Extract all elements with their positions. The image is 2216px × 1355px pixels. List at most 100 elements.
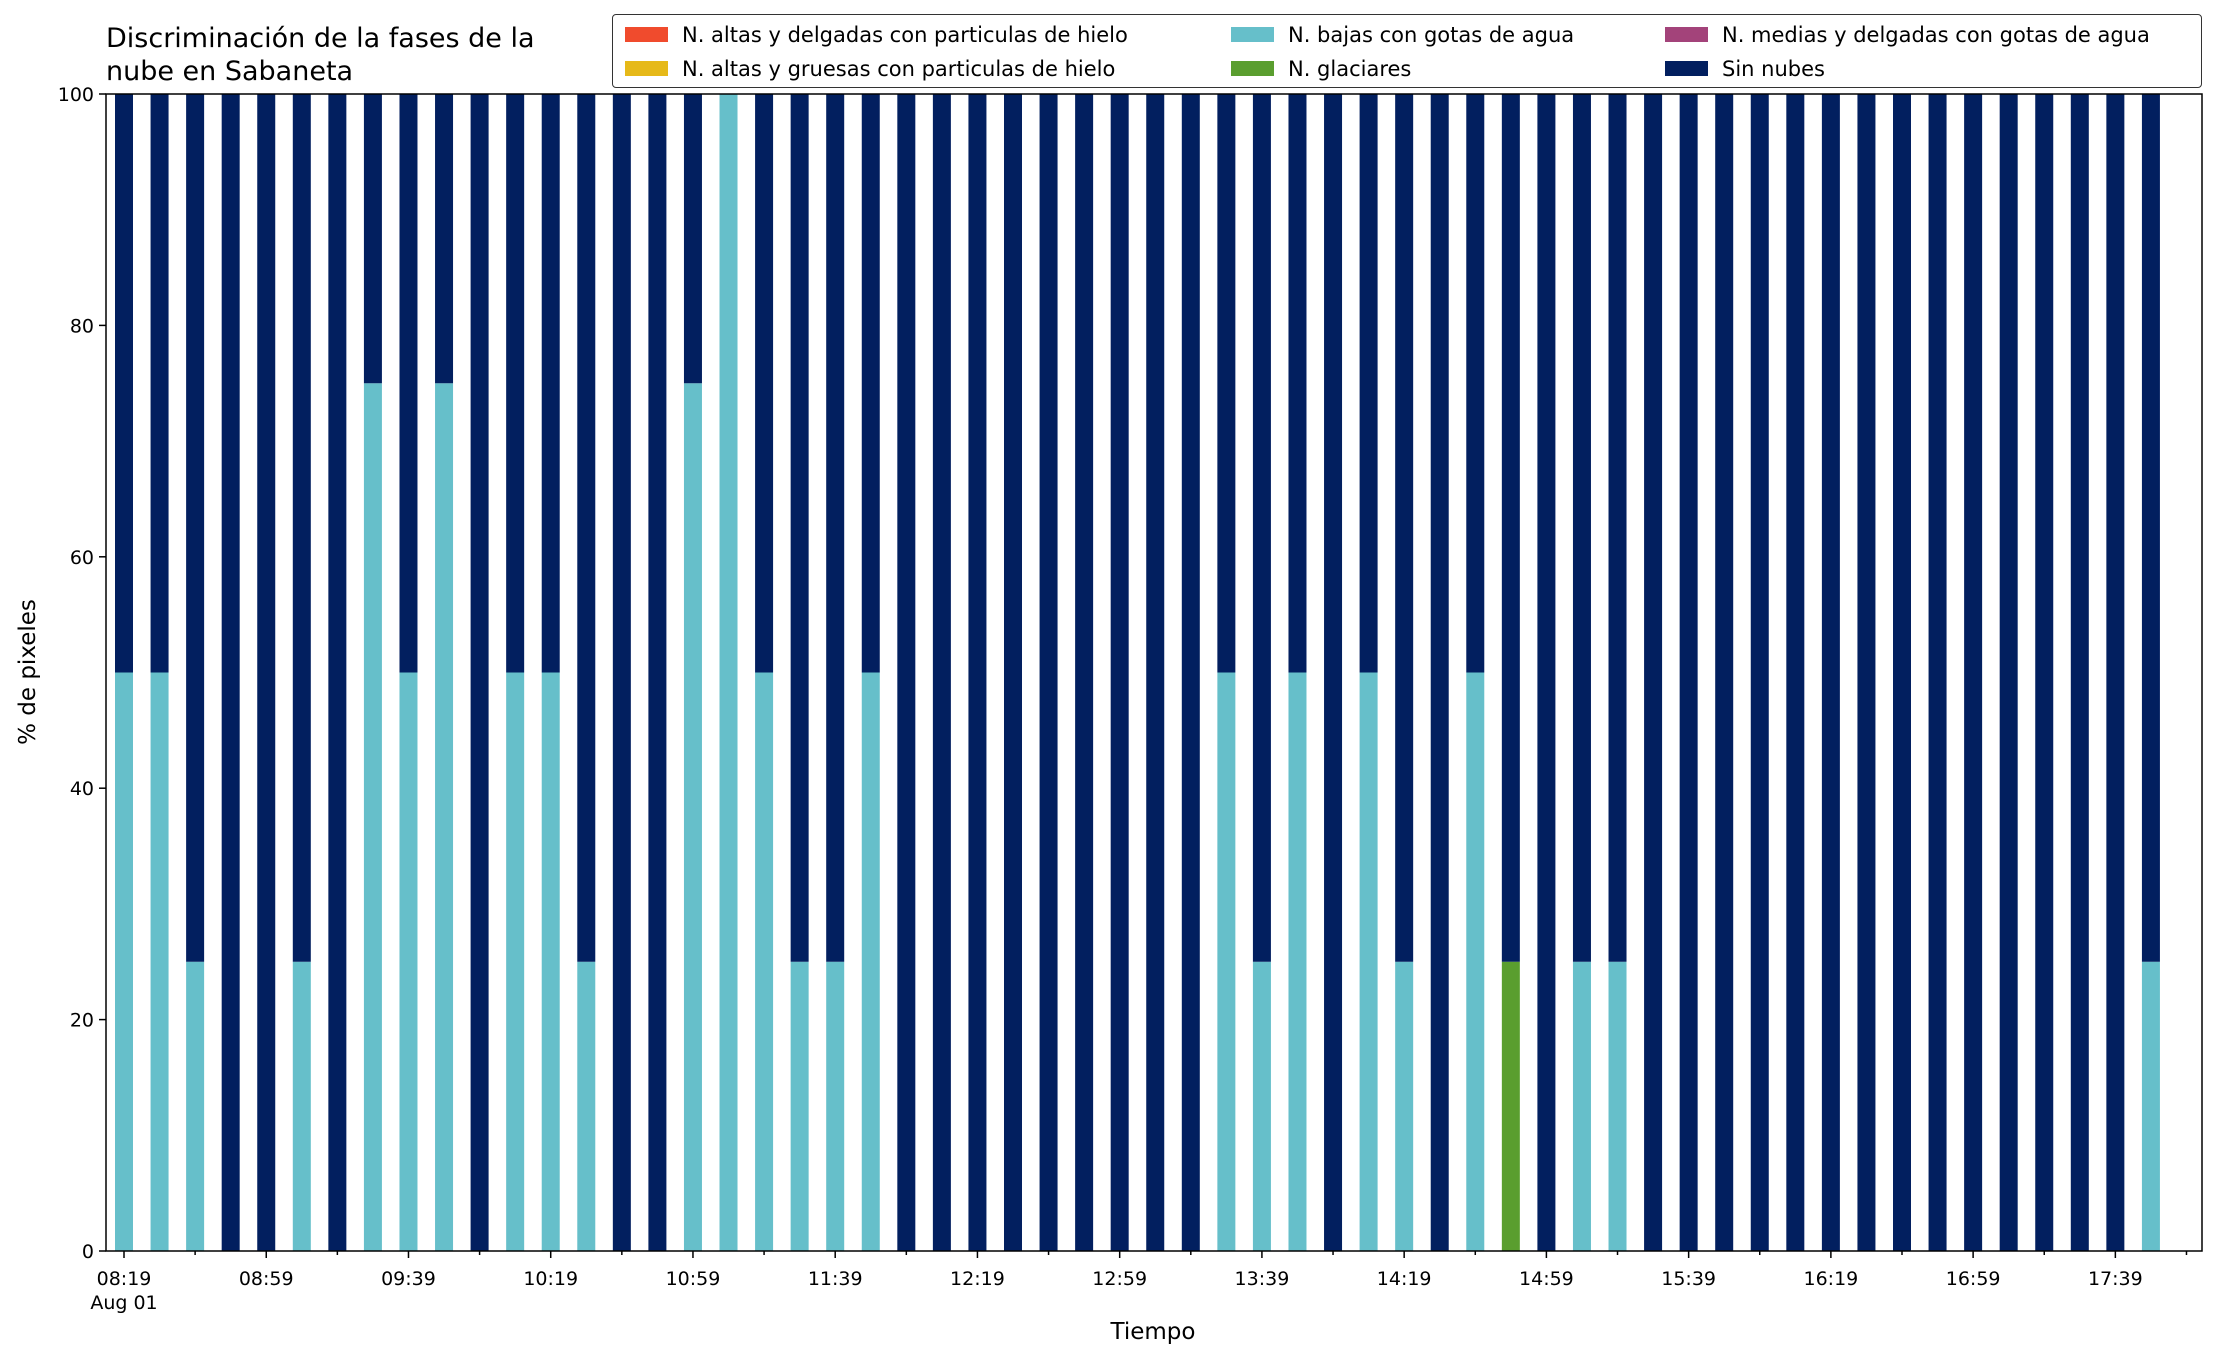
legend-item: N. glaciares: [1231, 57, 1411, 81]
bar-segment: [1252, 94, 1271, 962]
x-axis-label: Tiempo: [1110, 1319, 1196, 1345]
bar-segment: [1252, 961, 1271, 1251]
bar-segment: [1501, 94, 1520, 962]
x-tick-label: 16:59: [1946, 1268, 2001, 1290]
y-axis-label: % de pixeles: [15, 599, 41, 745]
bar-segment: [2070, 94, 2089, 1251]
chart-title: Discriminación de la fases de la nube en…: [106, 22, 535, 88]
bar-segment: [719, 94, 738, 1251]
bar-segment: [363, 94, 382, 384]
x-tick-label: 12:59: [1092, 1268, 1147, 1290]
bar-segment: [541, 94, 560, 673]
bar-segment: [1217, 672, 1236, 1251]
bar-segment: [150, 672, 169, 1251]
bar-segment: [826, 961, 845, 1251]
chart-legend: N. altas y delgadas con particulas de hi…: [612, 14, 2202, 88]
bar-segment: [612, 94, 631, 1251]
legend-swatch: [1665, 26, 1708, 42]
x-axis: 08:19 08:59 09:39 10:19 10:59 11:39 12:19 12:59…: [90, 1251, 2188, 1314]
bar-segment: [1217, 94, 1236, 673]
x-tick-label: 10:19: [523, 1268, 578, 1290]
bar-segment: [648, 94, 667, 1251]
bar-segment: [1715, 94, 1734, 1251]
x-tick-label: 09:39: [381, 1268, 436, 1290]
legend-label: N. medias y delgadas con gotas de agua: [1722, 23, 2150, 47]
legend-item: N. medias y delgadas con gotas de agua: [1665, 23, 2150, 47]
bar-segment: [1750, 94, 1769, 1251]
chart-title-line-1: Discriminación de la fases de la: [106, 23, 535, 54]
bars-layer: [115, 94, 2160, 1251]
bar-segment: [328, 94, 347, 1251]
bar-segment: [399, 94, 418, 673]
bar-segment: [435, 94, 454, 384]
bar-segment: [1359, 94, 1378, 673]
bar-segment: [1964, 94, 1983, 1251]
bar-segment: [683, 383, 702, 1251]
bar-segment: [1999, 94, 2018, 1251]
legend-item: N. bajas con gotas de agua: [1231, 23, 1574, 47]
bar-segment: [506, 94, 525, 673]
bar-segment: [363, 383, 382, 1251]
bar-segment: [861, 672, 880, 1251]
bar-segment: [755, 94, 774, 673]
bar-segment: [1288, 672, 1307, 1251]
bar-segment: [577, 94, 596, 962]
bar-segment: [541, 672, 560, 1251]
bar-segment: [1288, 94, 1307, 673]
y-tick-label: 40: [70, 778, 94, 800]
legend-label: Sin nubes: [1722, 57, 1825, 81]
x-tick-label: 14:19: [1377, 1268, 1432, 1290]
bar-segment: [1786, 94, 1805, 1251]
x-tick-label: 12:19: [950, 1268, 1005, 1290]
legend-label: N. altas y gruesas con particulas de hie…: [682, 57, 1116, 81]
plot-frame: [105, 93, 2203, 1252]
legend-swatch: [625, 26, 668, 42]
y-tick-label: 20: [70, 1010, 94, 1032]
bar-segment: [1821, 94, 1840, 1251]
x-tick-label: 16:19: [1803, 1268, 1858, 1290]
legend-item: N. altas y gruesas con particulas de hie…: [625, 57, 1115, 81]
bar-segment: [790, 94, 809, 962]
bar-segment: [2106, 94, 2125, 1251]
legend-item: N. altas y delgadas con particulas de hi…: [625, 23, 1128, 47]
bar-segment: [2141, 961, 2160, 1251]
x-tick-label: 17:39: [2088, 1268, 2143, 1290]
bar-segment: [1928, 94, 1947, 1251]
bar-segment: [2141, 94, 2160, 962]
y-tick-label: 60: [70, 547, 94, 569]
bar-segment: [861, 94, 880, 673]
bar-segment: [1395, 961, 1414, 1251]
y-axis: 0 20 40 60 80 100: [58, 84, 106, 1263]
bar-segment: [292, 94, 311, 962]
legend-swatch: [1665, 60, 1708, 76]
bar-segment: [115, 94, 133, 673]
bar-segment: [1146, 94, 1165, 1251]
bar-segment: [292, 961, 311, 1251]
legend-swatch: [625, 60, 668, 76]
x-tick-label: 08:59: [239, 1268, 294, 1290]
bar-segment: [1857, 94, 1876, 1251]
legend-swatch: [1231, 26, 1274, 42]
bar-segment: [755, 672, 774, 1251]
y-tick-label: 80: [70, 315, 94, 337]
bar-segment: [115, 672, 133, 1251]
bar-segment: [1679, 94, 1698, 1251]
x-tick-label: 14:59: [1519, 1268, 1574, 1290]
bar-segment: [1359, 672, 1378, 1251]
bar-segment: [1644, 94, 1663, 1251]
legend-label: N. bajas con gotas de agua: [1288, 23, 1575, 47]
bar-segment: [1075, 94, 1094, 1251]
bar-segment: [1501, 961, 1520, 1251]
bar-segment: [186, 961, 205, 1251]
bar-segment: [1430, 94, 1449, 1251]
bar-segment: [1110, 94, 1129, 1251]
x-tick-label: 15:39: [1661, 1268, 1716, 1290]
legend-item: Sin nubes: [1665, 57, 1825, 81]
x-tick-label: 11:39: [808, 1268, 863, 1290]
chart-title-line-2: nube en Sabaneta: [106, 56, 354, 87]
legend-label: N. glaciares: [1288, 57, 1412, 81]
bar-segment: [1466, 672, 1485, 1251]
bar-segment: [790, 961, 809, 1251]
bar-segment: [1039, 94, 1058, 1251]
bar-segment: [1893, 94, 1911, 1251]
